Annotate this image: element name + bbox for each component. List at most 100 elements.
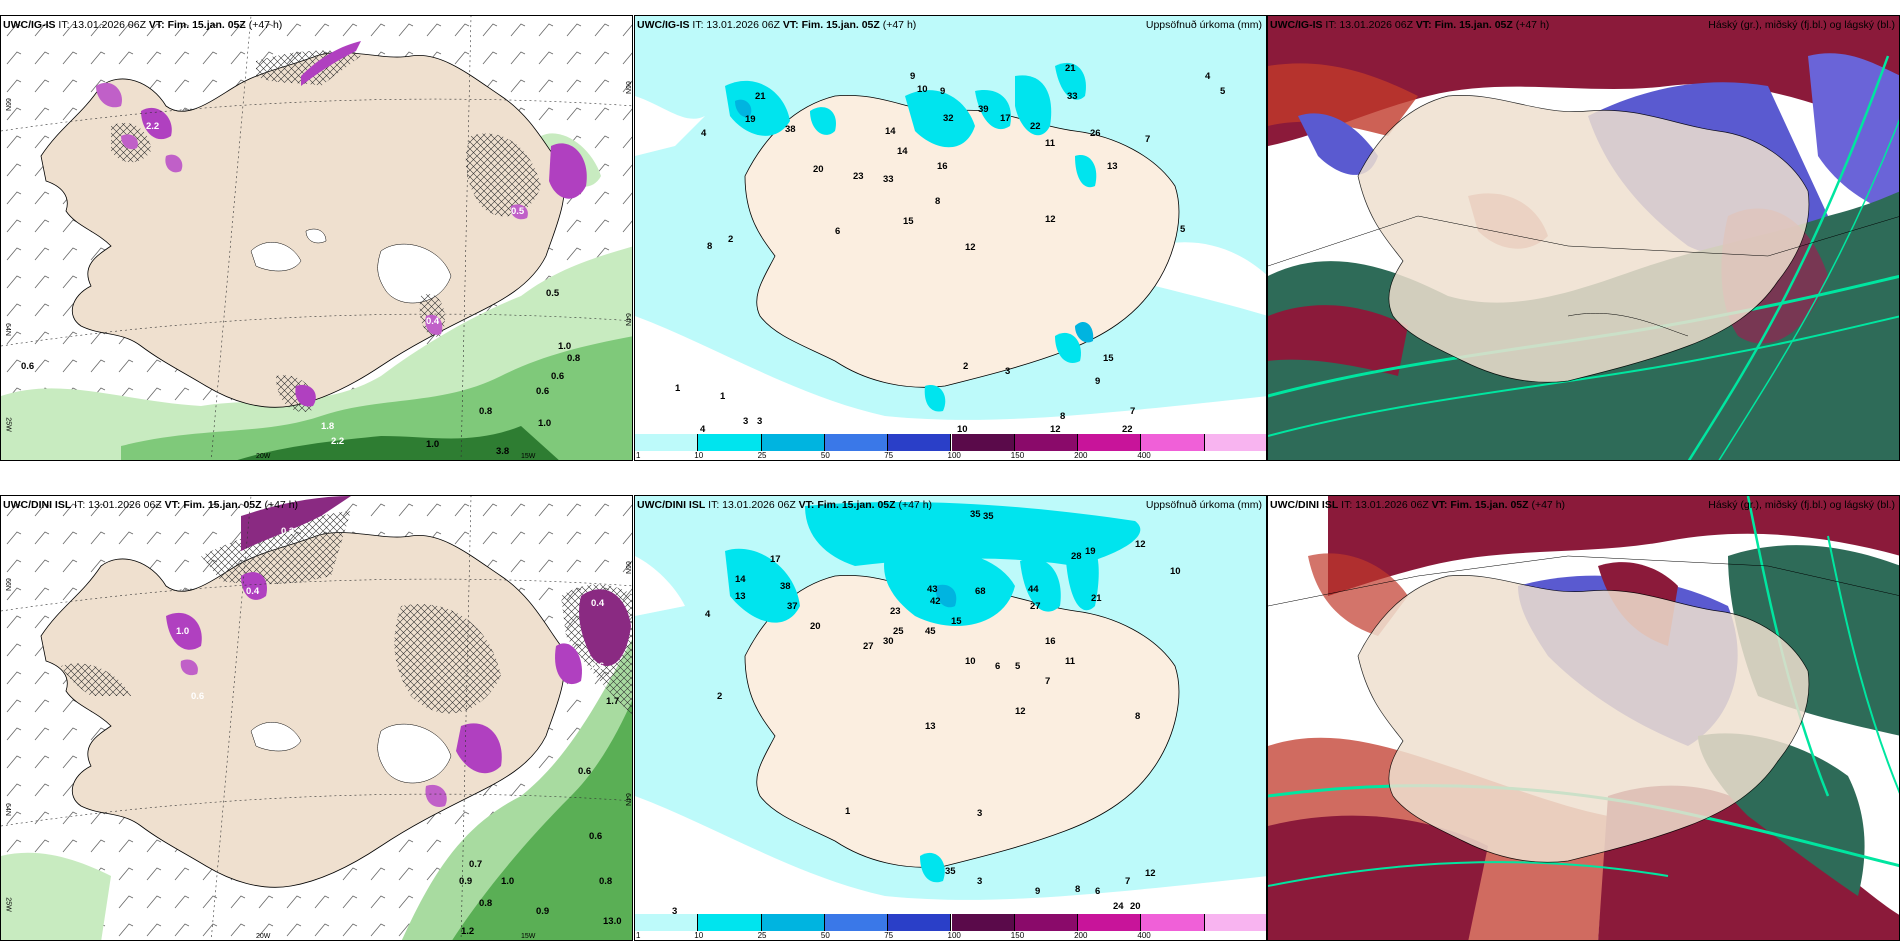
lon-label: 15W [521,933,536,940]
panel-title-right: Háský (gr.), miðský (fj.bl.) og lágský (… [1708,19,1895,31]
precip-value: 17 [770,554,781,565]
precip-value: 44 [1028,584,1039,595]
precip-value: 8 [1075,884,1081,895]
precip-value: 1 [845,806,851,817]
precip-value: 6 [995,661,1001,672]
precip-value: 12 [1145,868,1156,879]
precip-value: 26 [1090,128,1101,139]
precip-value: 4 [701,128,707,139]
value-label: 1.7 [606,696,620,707]
map-ig-precip [635,16,1266,460]
panel-header: UWC/DINI ISL IT: 13.01.2026 06Z VT: Fim.… [3,499,299,511]
precip-value: 35 [983,511,994,522]
precip-value: 3 [977,876,983,887]
precip-value: 6 [835,226,841,237]
panel-dini-precip: UWC/DINI ISL IT: 13.01.2026 06Z VT: Fim.… [634,495,1267,941]
precip-value: 16 [1045,636,1056,647]
lat-label: 64N [623,793,631,806]
panel-dini-wind: UWC/DINI ISL IT: 13.01.2026 06Z VT: Fim.… [0,495,633,941]
panel-ig-cloud: UWC/IG-IS IT: 13.01.2026 06Z VT: Fim. 15… [1267,15,1900,461]
value-label: 1.0 [558,341,572,352]
precip-value: 12 [1015,706,1026,717]
precip-value: 39 [978,104,989,115]
precip-value: 7 [1130,406,1136,417]
precip-colorbar: 1 10 25 50 75 100 150 200 400 [635,434,1266,460]
lon-label: 20W [256,933,271,940]
precip-value: 21 [1091,593,1102,604]
precip-value: 42 [930,596,941,607]
precip-value: 30 [883,636,894,647]
colorbar-tick: 25 [757,931,767,940]
value-label: 0.9 [536,906,550,917]
precip-value: 2 [717,691,723,702]
precip-value: 37 [787,601,798,612]
value-label: 0.6 [536,386,550,397]
precip-value: 12 [1045,214,1056,225]
lat-label: 64N [3,803,11,816]
colorbar-tick: 75 [884,931,894,940]
colorbar-segment [1078,914,1142,931]
lon-label: 25W [4,897,12,912]
precip-value: 32 [943,113,954,124]
colorbar-tick: 100 [947,451,961,460]
precip-value: 13 [925,721,936,732]
precip-value: 27 [1030,601,1041,612]
precip-value: 7 [1045,676,1051,687]
lon-label: 25W [4,417,12,432]
value-label: 0.6 [551,371,565,382]
precip-value: 45 [925,626,936,637]
panel-ig-precip: UWC/IG-IS IT: 13.01.2026 06Z VT: Fim. 15… [634,15,1267,461]
panel-title-right: Uppsöfnuð úrkoma (mm) [1145,499,1262,511]
value-label: 3.8 [496,446,510,457]
colorbar-segment [888,434,952,451]
precip-value: 13 [735,591,746,602]
precip-value: 3 [977,808,983,819]
colorbar-segment [1014,914,1079,931]
colorbar-tick: 150 [1010,451,1025,460]
value-label: 0.6 [21,361,35,372]
precip-value: 13 [1107,161,1118,172]
lat-label: 64N [3,323,11,336]
precip-value: 10 [1170,566,1181,577]
value-label: 13.0 [603,916,622,927]
precip-value: 19 [745,114,756,125]
precip-value: 11 [1045,138,1056,149]
lat-label: 66N [3,578,11,591]
precip-value: 2 [728,234,734,245]
colorbar-segment [824,914,889,931]
precip-value: 15 [951,616,962,627]
value-label: 0.6 [191,691,205,702]
precip-value: 8 [935,196,941,207]
lat-label: 66N [623,81,631,94]
colorbar-segment [951,914,1015,931]
value-label: 0.8 [479,898,493,909]
map-dini-cloud [1268,496,1899,940]
precip-value: 9 [1095,376,1101,387]
lat-label: 66N [623,561,631,574]
precip-value: 9 [940,86,946,97]
colorbar-segment [635,434,699,451]
lon-label: 20W [256,453,271,460]
panel-header: UWC/IG-IS IT: 13.01.2026 06Z VT: Fim. 15… [1270,19,1550,31]
value-label: 1.8 [321,421,335,432]
colorbar-tick: 400 [1137,451,1151,460]
panel-header: UWC/DINI ISL IT: 13.01.2026 06Z VT: Fim.… [637,499,933,511]
colorbar-tick: 1 [636,451,641,460]
precip-value: 14 [885,126,896,137]
precip-value: 1 [675,383,681,394]
precip-value: 4 [705,609,711,620]
colorbar-tick: 200 [1074,931,1088,940]
colorbar-segment [698,914,762,931]
colorbar-segment [951,434,1015,451]
precip-value: 22 [1030,121,1041,132]
value-label: 0.6 [589,831,603,842]
precip-value: 28 [1071,551,1082,562]
precip-value: 19 [1085,546,1096,557]
precip-value: 8 [1060,411,1066,422]
precip-value: 7 [1125,876,1131,887]
precip-value: 8 [707,241,713,252]
value-label: 1.0 [501,876,515,887]
value-label: 2.2 [331,436,345,447]
precip-value: 14 [735,574,746,585]
precip-value: 33 [883,174,894,185]
